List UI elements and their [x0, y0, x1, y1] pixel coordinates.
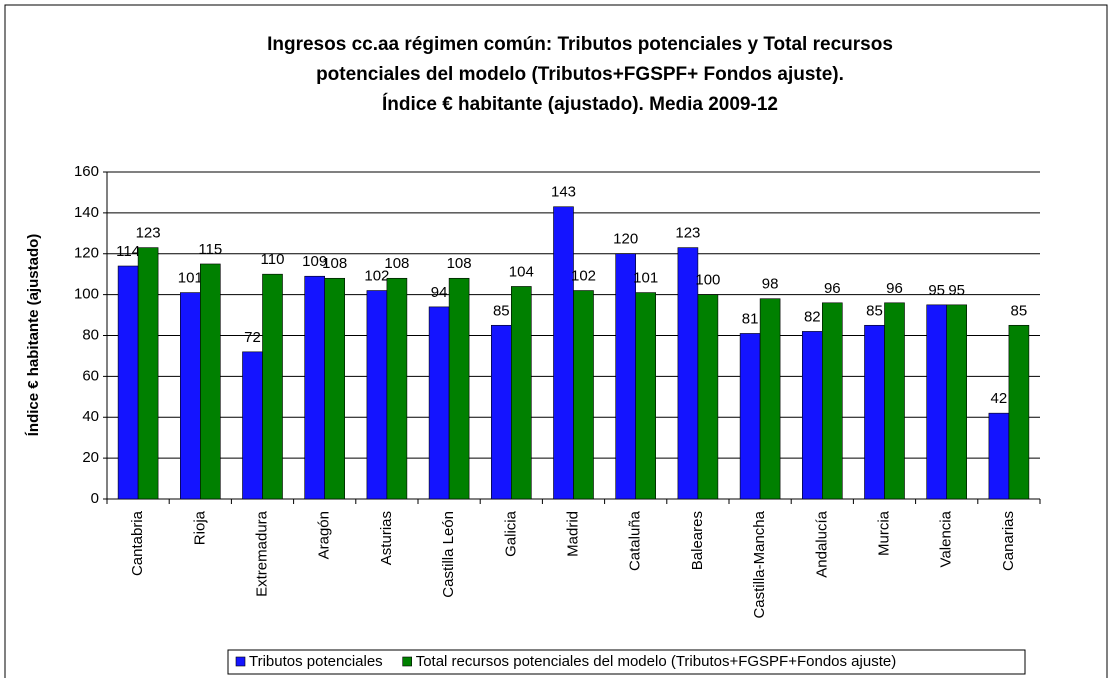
bar: [697, 294, 719, 500]
bar: [117, 265, 139, 500]
x-tick-label: Valencia: [938, 510, 955, 567]
y-tick-label: 120: [74, 245, 99, 262]
chart-title: Ingresos cc.aa régimen común: Tributos p…: [267, 34, 893, 55]
value-label: 108: [447, 255, 472, 272]
value-label: 94: [431, 284, 448, 301]
x-tick-label: Cantabria: [129, 510, 146, 576]
bar: [428, 306, 450, 500]
bar: [490, 324, 512, 500]
bar: [988, 412, 1010, 500]
y-tick-label: 20: [82, 449, 99, 466]
bar: [801, 331, 823, 500]
value-label: 115: [198, 241, 222, 258]
value-label: 143: [551, 184, 576, 201]
value-label: 96: [824, 280, 841, 297]
y-tick-label: 60: [82, 367, 99, 384]
bar: [635, 292, 657, 500]
value-label: 102: [364, 268, 389, 285]
bar: [366, 290, 388, 500]
y-tick-label: 160: [74, 163, 99, 180]
legend-label: Total recursos potenciales del modelo (T…: [416, 653, 897, 670]
bar: [137, 247, 159, 500]
x-tick-label: Galicia: [502, 510, 519, 557]
x-tick-label: Aragón: [316, 511, 333, 559]
y-axis-title: Índice € habitante (ajustado): [25, 234, 42, 437]
x-tick-label: Madrid: [564, 511, 581, 557]
value-label: 85: [866, 302, 883, 319]
x-tick-label: Murcia: [875, 510, 892, 556]
bar: [864, 324, 885, 500]
legend-box: [227, 649, 1026, 675]
value-label: 81: [742, 310, 759, 327]
bar: [739, 333, 761, 500]
value-label: 110: [261, 251, 285, 268]
bar: [1008, 324, 1030, 500]
value-label: 72: [244, 329, 261, 346]
value-label: 123: [675, 225, 700, 242]
bar: [448, 277, 470, 500]
legend-swatch: [402, 656, 412, 667]
bar: [200, 263, 221, 500]
x-tick-label: Extremadura: [253, 510, 270, 597]
y-tick-label: 40: [82, 408, 99, 425]
y-tick-label: 80: [82, 326, 99, 343]
x-tick-label: Asturias: [378, 511, 395, 565]
value-label: 82: [804, 308, 821, 325]
x-tick-label: Castilla León: [440, 511, 457, 598]
bar: [821, 302, 843, 500]
x-tick-label: Castilla-Mancha: [751, 510, 768, 618]
value-label: 85: [493, 302, 510, 319]
value-label: 96: [886, 280, 903, 297]
value-label: 42: [991, 390, 1008, 407]
value-label: 95: [948, 282, 965, 299]
value-label: 104: [509, 263, 534, 280]
chart-title: potenciales del modelo (Tributos+FGSPF+ …: [316, 64, 844, 85]
value-label: 101: [178, 270, 203, 287]
value-label: 108: [384, 255, 409, 272]
bar: [573, 290, 594, 500]
bar: [946, 304, 968, 500]
x-tick-label: Rioja: [191, 510, 208, 545]
x-tick-label: Andalucía: [813, 510, 830, 577]
value-label: 100: [695, 272, 720, 289]
x-tick-label: Canarias: [1000, 511, 1017, 571]
bar: [884, 302, 905, 500]
bar: [180, 292, 201, 500]
y-tick-label: 0: [91, 490, 99, 507]
value-label: 123: [136, 225, 161, 242]
value-label: 85: [1011, 302, 1028, 319]
legend-label: Tributos potenciales: [249, 653, 383, 670]
value-label: 114: [116, 243, 140, 260]
bar: [553, 206, 574, 500]
value-label: 109: [302, 253, 327, 270]
value-label: 98: [762, 276, 779, 293]
value-label: 108: [322, 255, 347, 272]
bar: [510, 286, 532, 500]
bar: [304, 275, 326, 500]
value-label: 95: [928, 282, 945, 299]
bar: [324, 277, 346, 500]
y-tick-label: 140: [74, 204, 99, 221]
value-label: 102: [571, 268, 596, 285]
bar: [242, 351, 263, 500]
bar: [386, 277, 408, 500]
y-tick-label: 100: [74, 286, 99, 303]
value-label: 101: [633, 270, 658, 287]
bar: [262, 273, 283, 500]
value-label: 120: [613, 231, 638, 248]
x-tick-label: Baleares: [689, 511, 706, 570]
bar: [759, 298, 781, 500]
bar: [926, 304, 948, 500]
bar: [615, 253, 637, 500]
chart-title: Índice € habitante (ajustado). Media 200…: [382, 93, 778, 115]
legend-swatch: [235, 656, 246, 667]
x-tick-label: Cataluña: [627, 510, 644, 571]
